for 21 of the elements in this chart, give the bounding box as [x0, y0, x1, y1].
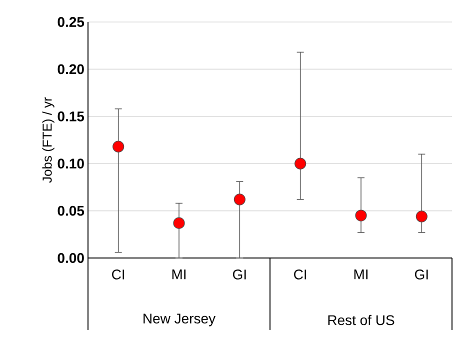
x-tick-label: CI — [294, 270, 306, 280]
x-tick-label: GI — [414, 270, 428, 280]
point — [173, 217, 185, 229]
x-tick-label: CI — [112, 270, 124, 280]
y-tick-label: 0.15 — [58, 111, 84, 122]
x-tick-label: MI — [172, 270, 186, 280]
point — [416, 210, 428, 222]
point — [112, 140, 124, 152]
point — [294, 158, 306, 170]
y-axis-title: Jobs (FTE) / yr — [42, 97, 54, 183]
text: New Jersey — [144, 314, 216, 326]
y-tick-label: 0.25 — [58, 17, 84, 27]
x-tick-label: GI — [232, 270, 246, 280]
point — [355, 210, 367, 222]
text: Rest of US — [328, 314, 394, 326]
y-tick-label: 0.20 — [58, 64, 84, 74]
y-tick-label: 0.10 — [58, 158, 84, 169]
x-tick-label: MI — [354, 270, 368, 280]
point — [234, 194, 246, 206]
y-tick-label: 0.05 — [58, 206, 84, 216]
y-tick-label: 0.00 — [58, 253, 84, 263]
